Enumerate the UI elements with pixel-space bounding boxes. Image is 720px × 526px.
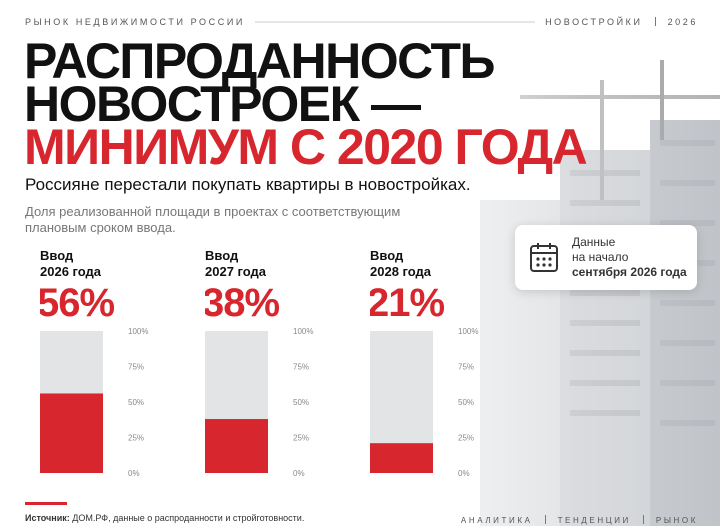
header-left: РЫНОК НЕДВИЖИМОСТИ РОССИИ	[25, 17, 245, 27]
chart-title: 2026 года	[40, 264, 102, 279]
title-line: НОВОСТРОЕК —	[24, 76, 421, 132]
chart-title: Ввод	[40, 248, 74, 263]
y-tick-label: 75%	[458, 363, 474, 372]
footer-tag: ТЕНДЕНЦИИ	[557, 516, 631, 525]
chart-title: Ввод	[370, 248, 404, 263]
header-year: 2026	[667, 17, 698, 27]
source: Источник: ДОМ.РФ, данные о распроданност…	[25, 513, 304, 523]
footer-tag: АНАЛИТИКА	[460, 516, 533, 525]
title-line: МИНИМУМ С 2020 ГОДА	[24, 119, 588, 175]
footer-tag: РЫНОК	[655, 516, 698, 525]
info-line: на начало	[572, 250, 629, 264]
y-tick-label: 0%	[293, 469, 305, 478]
chart-title: Ввод	[205, 248, 239, 263]
info-box: Данные на начало сентября 2026 года	[515, 225, 697, 290]
value-label: 56%	[40, 281, 114, 325]
header-right: НОВОСТРОЙКИ 2026	[545, 17, 698, 27]
y-tick-label: 50%	[293, 398, 309, 407]
y-tick-label: 25%	[458, 434, 474, 443]
y-tick-label: 25%	[128, 434, 144, 443]
calendar-icon	[530, 243, 558, 272]
source-label: Источник:	[25, 513, 70, 523]
y-tick-label: 50%	[128, 398, 144, 407]
title-line: РАСПРОДАННОСТЬ	[24, 33, 495, 89]
value-label: 38%	[205, 281, 279, 325]
chart-title: 2027 года	[205, 264, 267, 279]
y-tick-label: 100%	[458, 327, 478, 336]
bar	[205, 419, 268, 473]
subtitle: Россияне перестали покупать квартиры в н…	[25, 175, 471, 194]
y-tick-label: 75%	[293, 363, 309, 372]
source-text: ДОМ.РФ, данные о распроданности и стройг…	[72, 513, 305, 523]
y-tick-label: 75%	[128, 363, 144, 372]
description: Доля реализованной площади в проектах с …	[25, 204, 401, 235]
y-tick-label: 100%	[293, 327, 313, 336]
header-section: НОВОСТРОЙКИ	[545, 17, 643, 27]
y-tick-label: 0%	[458, 469, 470, 478]
info-text: Данные на начало сентября 2026 года	[572, 235, 687, 280]
value-label: 21%	[370, 281, 444, 325]
bar	[370, 443, 433, 473]
y-tick-label: 50%	[458, 398, 474, 407]
y-tick-label: 100%	[128, 327, 148, 336]
y-tick-label: 0%	[128, 469, 140, 478]
y-tick-label: 25%	[293, 434, 309, 443]
bar	[40, 393, 103, 473]
chart-title: 2028 года	[370, 264, 432, 279]
title: РАСПРОДАННОСТЬ НОВОСТРОЕК — МИНИМУМ С 20…	[24, 33, 588, 175]
info-line: Данные	[572, 235, 616, 249]
info-line: сентября 2026 года	[572, 265, 687, 279]
footer-tags: АНАЛИТИКА ТЕНДЕНЦИИ РЫНОК	[461, 515, 698, 525]
